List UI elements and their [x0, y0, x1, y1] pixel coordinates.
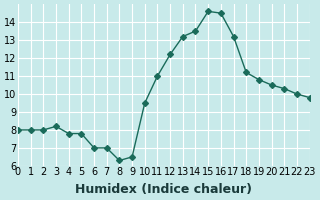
X-axis label: Humidex (Indice chaleur): Humidex (Indice chaleur) — [75, 183, 252, 196]
